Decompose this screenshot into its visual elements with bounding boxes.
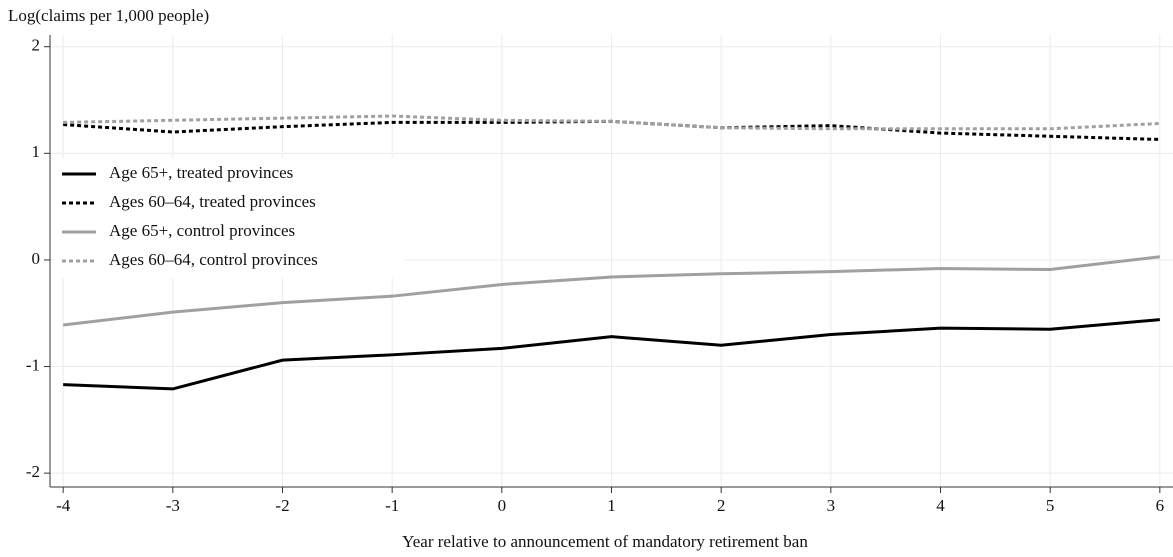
x-tick-label: 4 [936, 496, 945, 515]
x-tick-label: 6 [1156, 496, 1165, 515]
x-tick-label: 0 [498, 496, 507, 515]
x-tick-label: 1 [607, 496, 616, 515]
legend-label: Age 65+, control provinces [109, 221, 295, 240]
x-tick-label: 3 [827, 496, 836, 515]
y-tick-label: 1 [32, 142, 41, 161]
legend-label: Age 65+, treated provinces [109, 163, 293, 182]
series-line [63, 318, 1160, 391]
y-tick-label: 0 [32, 249, 41, 268]
legend-label: Ages 60–64, treated provinces [109, 192, 316, 211]
x-tick-label: 2 [717, 496, 726, 515]
legend-box [54, 158, 404, 278]
x-tick-label: -3 [166, 496, 180, 515]
legend-label: Ages 60–64, control provinces [109, 250, 318, 269]
x-tick-label: 5 [1046, 496, 1055, 515]
y-tick-label: 2 [32, 36, 41, 55]
x-axis-label: Year relative to announcement of mandato… [402, 532, 808, 551]
y-axis-label: Log(claims per 1,000 people) [8, 6, 209, 25]
series-line [63, 114, 1160, 131]
y-tick-label: -2 [26, 462, 40, 481]
series-line [62, 255, 1161, 327]
x-tick-label: -2 [275, 496, 289, 515]
y-tick-label: -1 [26, 355, 40, 374]
x-tick-label: -1 [385, 496, 399, 515]
x-tick-label: -4 [56, 496, 71, 515]
